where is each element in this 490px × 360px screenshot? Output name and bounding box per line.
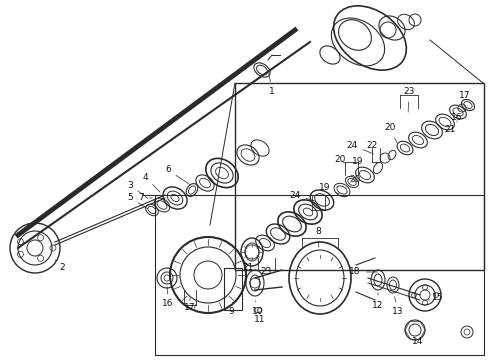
Text: 9: 9: [228, 302, 234, 316]
Text: 23: 23: [403, 87, 415, 112]
Text: 18: 18: [349, 267, 377, 276]
Text: 23: 23: [260, 267, 271, 276]
Text: 16: 16: [451, 113, 463, 122]
Text: 20: 20: [349, 175, 361, 184]
Text: 21: 21: [444, 126, 456, 135]
Text: 24: 24: [346, 140, 373, 154]
Bar: [235, 83, 484, 270]
Text: 5: 5: [127, 194, 147, 208]
Text: 12: 12: [372, 293, 384, 310]
Text: 13: 13: [392, 297, 404, 316]
Text: 14: 14: [412, 338, 424, 346]
Text: 19: 19: [352, 158, 365, 172]
Text: 7: 7: [138, 194, 152, 202]
Text: 15: 15: [428, 293, 444, 302]
Text: 3: 3: [127, 180, 148, 198]
Bar: [224, 268, 242, 310]
Text: 6: 6: [165, 166, 190, 184]
Text: 22: 22: [367, 140, 383, 153]
Text: 17: 17: [184, 298, 196, 312]
Text: 24: 24: [290, 190, 316, 201]
Text: 4: 4: [142, 172, 160, 192]
Text: 17: 17: [459, 90, 471, 105]
Text: 2: 2: [55, 260, 65, 273]
Text: 1: 1: [269, 71, 275, 96]
Text: 10: 10: [252, 301, 264, 316]
Text: 19: 19: [319, 184, 340, 194]
Text: 20: 20: [334, 156, 345, 165]
Bar: [155, 195, 484, 355]
Text: 20: 20: [384, 123, 397, 143]
Text: 21: 21: [243, 258, 254, 273]
Text: 8: 8: [315, 228, 321, 247]
Text: 11: 11: [254, 312, 266, 324]
Text: 16: 16: [162, 287, 174, 309]
